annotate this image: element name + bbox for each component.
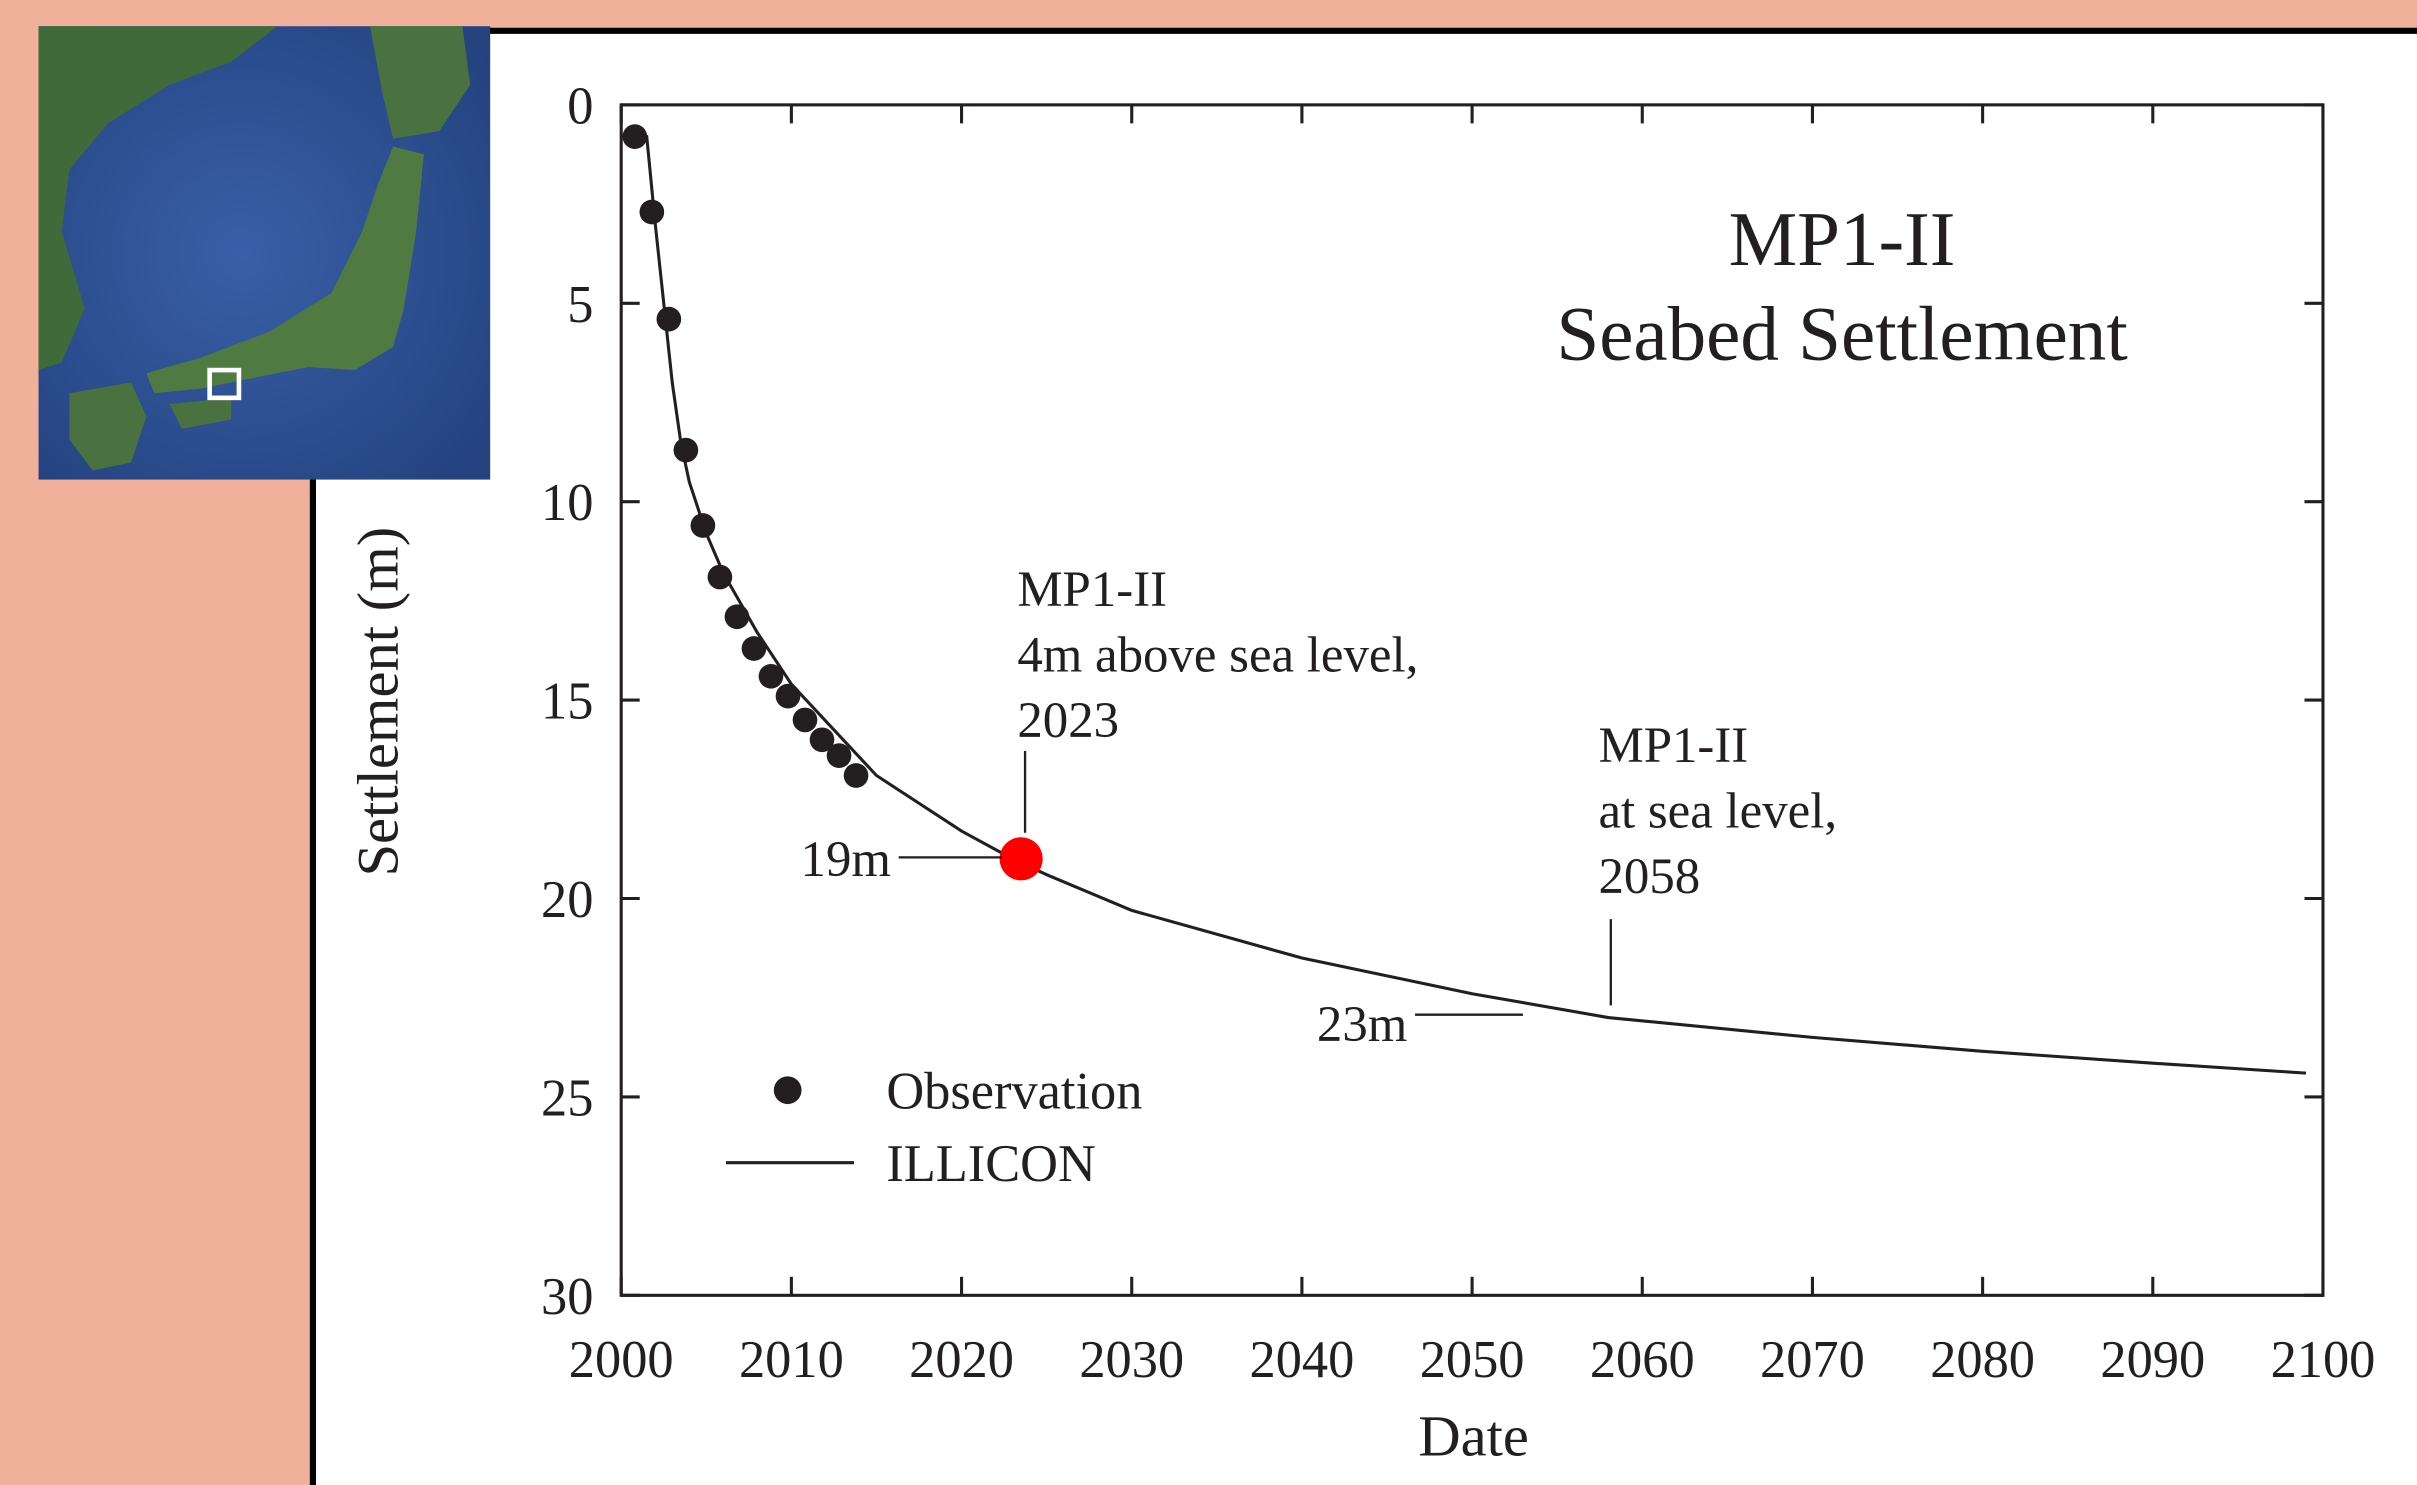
y-tick-label: 15 (541, 673, 593, 731)
x-tick-label: 2010 (739, 1331, 844, 1389)
page: {"chart_data":{"type":"line","title":"MP… (0, 0, 2417, 1485)
y-tick-label: 20 (541, 871, 593, 929)
x-tick-label: 2020 (909, 1331, 1014, 1389)
x-tick-label: 2030 (1079, 1331, 1184, 1389)
y-tick-label: 10 (541, 474, 593, 532)
chart-title: MP1-II (1729, 196, 1956, 282)
observation-point (793, 708, 818, 733)
x-tick-label: 2050 (1420, 1331, 1525, 1389)
observation-point (657, 307, 682, 332)
annotation: 23m (1317, 997, 1407, 1053)
annotation: 19m (801, 832, 891, 888)
y-tick-label: 25 (541, 1069, 593, 1127)
chart: 2000201020202030204020502060207020802090… (0, 0, 2417, 1485)
observation-point (776, 684, 801, 709)
annotation: 4m above sea level, (1017, 628, 1418, 684)
y-axis-label: Settlement (m) (346, 527, 411, 877)
legend-marker (774, 1076, 802, 1104)
panel (313, 31, 2417, 1485)
chart-subtitle: Seabed Settlement (1556, 290, 2127, 376)
x-tick-label: 2060 (1590, 1331, 1695, 1389)
x-tick-label: 2000 (569, 1331, 674, 1389)
x-tick-label: 2070 (1760, 1331, 1865, 1389)
x-tick-label: 2040 (1250, 1331, 1355, 1389)
x-axis-label: Date (1418, 1404, 1529, 1469)
observation-point (725, 604, 750, 629)
legend-label: ILLICON (886, 1135, 1096, 1193)
annotation: 2023 (1017, 693, 1119, 749)
observation-point (827, 743, 852, 768)
y-tick-label: 5 (567, 276, 593, 334)
legend-label: Observation (886, 1063, 1142, 1121)
x-tick-label: 2080 (1930, 1331, 2035, 1389)
y-tick-label: 0 (567, 77, 593, 135)
x-tick-label: 2100 (2271, 1331, 2376, 1389)
observation-point (844, 763, 869, 788)
annotation: MP1-II (1017, 562, 1167, 618)
highlight-point (1000, 837, 1043, 880)
annotation: 2058 (1598, 849, 1700, 905)
y-tick-label: 30 (541, 1268, 593, 1326)
map-inset (39, 26, 491, 479)
x-tick-label: 2090 (2100, 1331, 2205, 1389)
annotation: at sea level, (1598, 783, 1837, 839)
annotation: MP1-II (1598, 718, 1748, 774)
